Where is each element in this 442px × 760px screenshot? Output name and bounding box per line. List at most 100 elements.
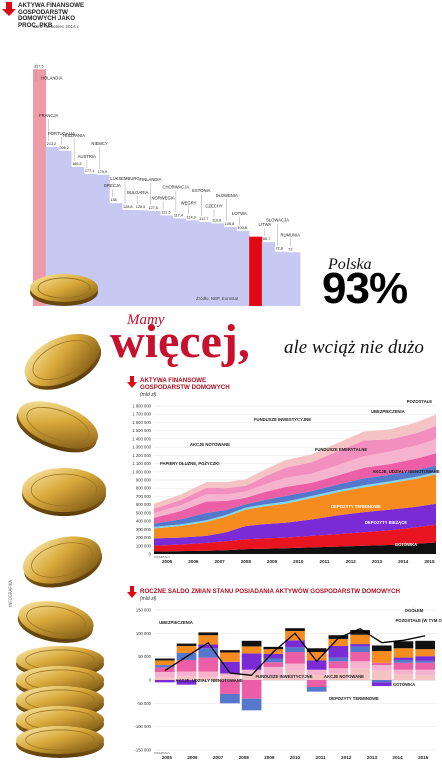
country-label: HOLANDIA: [41, 75, 63, 80]
bar-segment: [241, 640, 262, 647]
bar-estonia: [198, 221, 212, 306]
coin-rim: [32, 340, 92, 380]
y-tick-label: 1 600 000: [132, 420, 151, 425]
bar-segment: [176, 676, 197, 680]
area-series-1: [154, 524, 436, 552]
bar-segment: [285, 628, 305, 631]
country-label: HISZPANIA: [63, 133, 85, 138]
series-annotation: POZOSTAŁE: [407, 399, 432, 404]
x-caption: KWARTAŁY: [154, 751, 170, 755]
series-annotation: UBEZPIECZENIA: [371, 409, 405, 414]
section3-arrow-icon: [127, 586, 137, 598]
y-tick-label: 1 000 000: [132, 469, 151, 474]
country-label: FINLANDIA: [139, 177, 161, 182]
bar-słowacja: [274, 251, 288, 306]
coin-face: [16, 706, 104, 734]
bar-węgry: [185, 220, 199, 306]
bar-luksemburg: [122, 209, 136, 306]
bar-segment: [328, 657, 349, 662]
value-label: 208,2: [59, 146, 69, 150]
bar-segment: [198, 671, 219, 678]
y-tick-label: 0: [149, 678, 152, 683]
bar-niemcy: [96, 174, 110, 306]
series-annotation: AKCJE, UDZIAŁY NIENOTOWANE: [175, 678, 243, 683]
y-tick-label: 0: [149, 552, 152, 557]
area-series-0: [154, 542, 436, 554]
bar-segment: [198, 632, 219, 636]
country-label: NIEMCY: [91, 141, 107, 146]
bar-segment: [155, 667, 175, 673]
bar-segment: [415, 660, 435, 663]
y-tick-label: 50 000: [138, 654, 151, 659]
coin: [16, 726, 104, 758]
bar-segment: [263, 666, 284, 677]
bar-segment: [306, 675, 327, 680]
bar-segment: [393, 659, 414, 663]
value-label: 112,7: [199, 217, 208, 221]
bar-segment: [306, 680, 327, 687]
bar-hiszpania: [71, 166, 85, 306]
polska-label: Polska: [328, 256, 372, 273]
bar-segment: [285, 631, 305, 641]
bar-segment: [350, 652, 370, 662]
source-note: Źródło: NBP, Eurostat: [196, 296, 239, 301]
value-label: 72,8: [276, 247, 283, 251]
y-tick-label: -150 000: [134, 748, 151, 753]
country-label: PORTUGALIA: [48, 131, 75, 136]
bar-segment: [393, 648, 414, 658]
bar-segment: [371, 645, 392, 652]
area-series-7: [154, 439, 436, 518]
country-label: WĘGRY: [181, 200, 197, 205]
series-annotation: GOTÓWKA: [393, 682, 415, 687]
bar-segment: [328, 638, 349, 646]
series-annotation: AKCJE, UDZIAŁY NIENOTOWANE: [372, 469, 440, 474]
area-series-4: [154, 472, 436, 529]
coin-face: [18, 601, 94, 639]
bar-segment: [350, 634, 370, 645]
bar-segment: [155, 677, 175, 680]
y-tick-label: -50 000: [137, 701, 152, 706]
coin-rim: [31, 542, 93, 578]
x-tick-label: 2008: [239, 755, 250, 760]
bar-segment: [155, 665, 175, 668]
country-label: LITWA: [259, 222, 272, 227]
headline-lead: Mamy: [127, 312, 165, 328]
country-label: SŁOWACJA: [266, 218, 289, 223]
assets-area-chart: 0 100 000 200 000 300 000 400 000 500 000 600 …: [132, 399, 440, 564]
value-label: 175,9: [98, 170, 108, 174]
value-label: 114,9: [187, 215, 196, 219]
bar-segment: [415, 669, 435, 676]
bar-segment: [241, 669, 262, 675]
bar-segment: [371, 682, 392, 687]
bar-segment: [306, 648, 327, 652]
bar-segment: [155, 658, 175, 661]
bar-segment: [241, 653, 262, 670]
country-label: SŁOWENIA: [216, 193, 238, 198]
series-annotation: DEPOZYTY TERMINOWE: [331, 504, 381, 509]
series-annotation: POZOSTAŁE (W TYM OFE): [396, 618, 442, 623]
bar-segment: [328, 661, 349, 669]
x-tick-label: 2005: [162, 559, 173, 564]
country-label: LUKSEMBURG: [110, 176, 139, 181]
coin-face: [16, 666, 104, 694]
bar-segment: [263, 676, 284, 680]
bar-segment: [220, 694, 240, 704]
bar-segment: [176, 680, 197, 685]
value-label: 128,8: [123, 205, 133, 209]
country-label: AUSTRIA: [78, 154, 96, 159]
bar-segment: [415, 662, 435, 670]
bar-segment: [263, 646, 284, 650]
coin: [16, 401, 99, 453]
bar-segment: [155, 660, 175, 666]
header-arrow-icon: [2, 2, 16, 16]
bar-segment: [415, 656, 435, 661]
bar-segment: [220, 650, 240, 653]
section3-title: ROCZNE SALDO ZMIAN STANU POSIADANIA AKTY…: [140, 588, 400, 595]
bar-łotwa: [236, 230, 250, 306]
header-subtitle: dane na koniec 2014 r.: [33, 24, 80, 29]
y-tick-label: -100 000: [134, 724, 151, 729]
bar-portugalia: [58, 150, 72, 306]
bar-segment: [241, 674, 262, 680]
section2-title: AKTYWA FINANSOWE GOSPODARSTW DOMOWYCH: [140, 377, 240, 391]
coin: [24, 333, 102, 390]
